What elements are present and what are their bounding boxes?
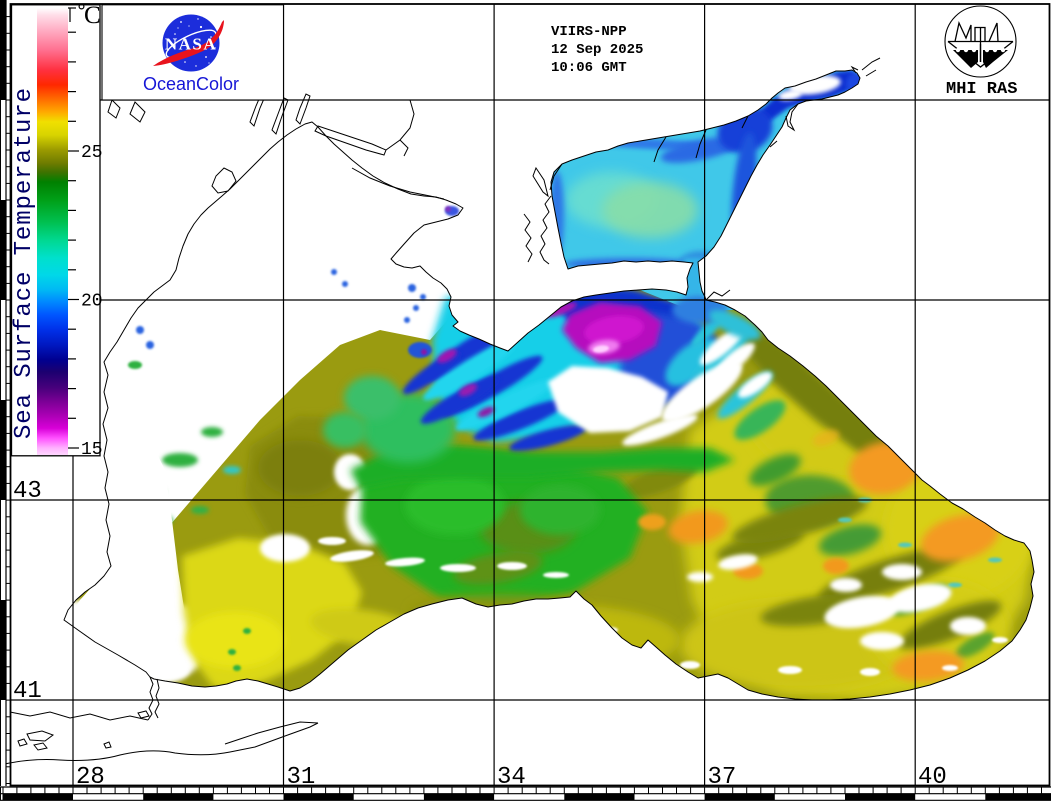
svg-text:12 Sep 2025: 12 Sep 2025 — [551, 42, 643, 58]
svg-text:OceanColor: OceanColor — [143, 74, 239, 94]
svg-text:25: 25 — [81, 143, 103, 163]
svg-text:20: 20 — [81, 292, 103, 312]
svg-text:34: 34 — [497, 764, 526, 791]
svg-text:28: 28 — [76, 764, 105, 791]
svg-text:43: 43 — [13, 478, 42, 505]
svg-text:C: C — [84, 2, 101, 29]
svg-text:10:06 GMT: 10:06 GMT — [551, 60, 627, 76]
svg-text:40: 40 — [918, 764, 947, 791]
svg-text:VIIRS-NPP: VIIRS-NPP — [551, 24, 627, 40]
svg-text:37: 37 — [708, 764, 737, 791]
svg-text:MHI RAS: MHI RAS — [946, 80, 1017, 99]
svg-text:15: 15 — [81, 440, 103, 460]
svg-text:41: 41 — [13, 678, 42, 705]
svg-text:Sea Surface Temperature: Sea Surface Temperature — [11, 87, 38, 439]
svg-text:31: 31 — [287, 764, 316, 791]
svg-text:NASA: NASA — [165, 35, 217, 54]
